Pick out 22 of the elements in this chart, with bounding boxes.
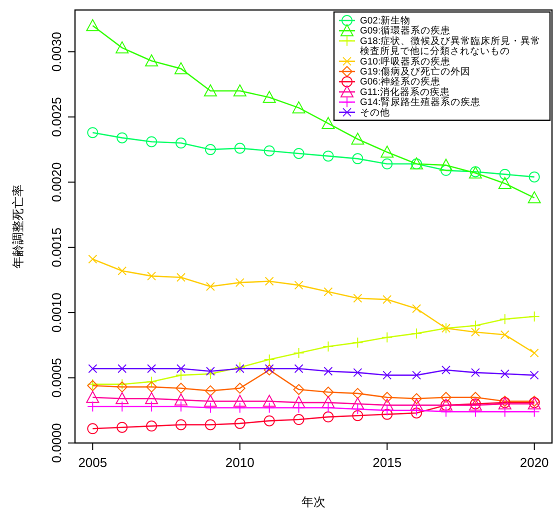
- y-tick-label: 0.0010: [49, 292, 64, 332]
- x-tick-label: 2010: [225, 455, 254, 470]
- legend-label: G18:症状、徴候及び異常臨床所見・異常検査所見で他に分類されないもの: [360, 34, 541, 58]
- legend-label: G11:消化器系の疾患: [360, 86, 450, 98]
- x-tick-label: 2005: [78, 455, 108, 470]
- legend-label: G09:循環器系の疾患: [360, 24, 451, 37]
- y-tick-label: 0.0000: [49, 423, 64, 463]
- y-tick-label: 0.0015: [49, 227, 64, 268]
- x-tick-label: 2020: [520, 455, 549, 470]
- x-tick-label: 2015: [372, 455, 402, 470]
- y-tick-label: 0.0030: [49, 32, 64, 72]
- legend-label: G02:新生物: [360, 14, 411, 26]
- legend-label: G14:腎尿路生殖器系の疾患: [360, 96, 481, 108]
- x-axis-title: 年次: [302, 495, 326, 509]
- y-tick-label: 0.0025: [49, 97, 64, 137]
- legend-label: G10:呼吸器系の疾患: [360, 55, 451, 68]
- legend-label: G06:神経系の疾患: [360, 76, 441, 88]
- y-axis-title: 年齢調整死亡率: [11, 184, 25, 268]
- y-tick-label: 0.0005: [49, 358, 64, 398]
- y-tick-label: 0.0020: [49, 162, 64, 202]
- legend-label: その他: [360, 106, 390, 118]
- legend-label: G19:傷病及び死亡の外因: [360, 66, 471, 78]
